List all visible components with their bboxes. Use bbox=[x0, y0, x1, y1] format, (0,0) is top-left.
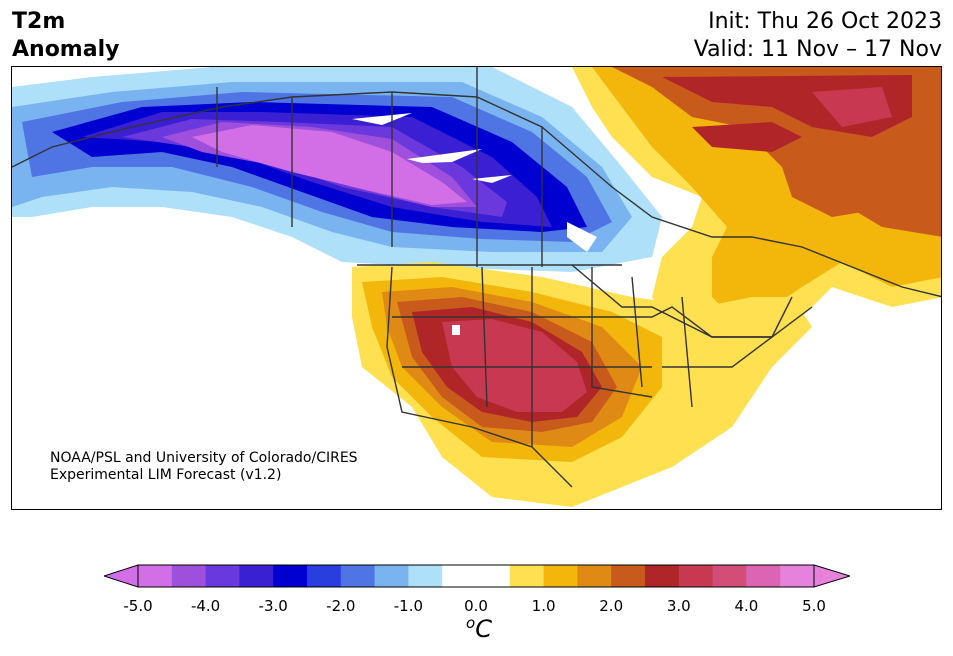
colorbar-tick-label: -2.0 bbox=[326, 597, 356, 615]
colorbar-tick-label: 2.0 bbox=[599, 597, 624, 615]
colorbar-tick-label: 5.0 bbox=[802, 597, 826, 615]
unit-label: oC bbox=[466, 614, 492, 643]
warm-anomaly-east bbox=[572, 67, 941, 357]
colorbar-segment bbox=[273, 565, 308, 587]
forecast-dates: Init: Thu 26 Oct 2023 Valid: 11 Nov – 17… bbox=[694, 8, 942, 64]
colorbar-tick-label: 0.0 bbox=[464, 597, 488, 615]
colorbar-svg bbox=[102, 564, 852, 588]
colorbar-segment bbox=[645, 565, 680, 587]
colorbar-segment bbox=[307, 565, 342, 587]
map-title: T2m Anomaly bbox=[12, 8, 119, 64]
colorbar-tick-label: -4.0 bbox=[190, 597, 221, 615]
cold-anomaly-west bbox=[12, 67, 662, 272]
colorbar-under-triangle bbox=[102, 564, 139, 588]
colorbar-tick-label: 1.0 bbox=[531, 597, 556, 615]
unit-degree: o bbox=[466, 614, 476, 632]
anomaly-map: NOAA/PSL and University of Colorado/CIRE… bbox=[11, 66, 942, 510]
colorbar-segment bbox=[138, 565, 173, 587]
valid-date: Valid: 11 Nov – 17 Nov bbox=[693, 37, 942, 62]
colorbar-segment bbox=[442, 565, 477, 587]
map-canvas bbox=[12, 67, 941, 507]
colorbar-segment bbox=[476, 565, 511, 587]
colorbar-over-triangle bbox=[813, 564, 852, 588]
colorbar-segment bbox=[374, 565, 409, 587]
colorbar-tick-label: -5.0 bbox=[123, 597, 153, 615]
colorbar-segment bbox=[611, 565, 646, 587]
credit-line-2: Experimental LIM Forecast (v1.2) bbox=[50, 467, 282, 483]
colorbar-tick-label: -1.0 bbox=[393, 597, 424, 615]
credit-line-1: NOAA/PSL and University of Colorado/CIRE… bbox=[50, 450, 358, 466]
colorbar-tick-label: -3.0 bbox=[258, 597, 288, 615]
title-line-1: T2m bbox=[12, 9, 66, 34]
colorbar-segment bbox=[543, 565, 578, 587]
colorbar-segment bbox=[509, 565, 545, 587]
colorbar-segment bbox=[577, 565, 612, 587]
colorbar-segment bbox=[780, 565, 815, 587]
credit-text: NOAA/PSL and University of Colorado/CIRE… bbox=[50, 450, 358, 484]
unit-letter: C bbox=[475, 615, 492, 643]
colorbar-outline bbox=[137, 564, 815, 588]
colorbar-segment bbox=[712, 565, 747, 587]
colorbar-tick-label: 3.0 bbox=[666, 597, 691, 615]
colorbar-segment bbox=[746, 565, 781, 587]
state-province-borders bbox=[12, 67, 941, 488]
colorbar bbox=[102, 564, 852, 592]
init-date: Init: Thu 26 Oct 2023 bbox=[708, 9, 942, 34]
colorbar-segment bbox=[171, 565, 207, 587]
colorbar-segment bbox=[340, 565, 376, 587]
colorbar-segment bbox=[678, 565, 714, 587]
colorbar-segment bbox=[239, 565, 274, 587]
colorbar-segment bbox=[205, 565, 240, 587]
title-line-2: Anomaly bbox=[12, 37, 120, 62]
colorbar-segment bbox=[408, 565, 443, 587]
colorbar-tick-label: 4.0 bbox=[734, 597, 759, 615]
